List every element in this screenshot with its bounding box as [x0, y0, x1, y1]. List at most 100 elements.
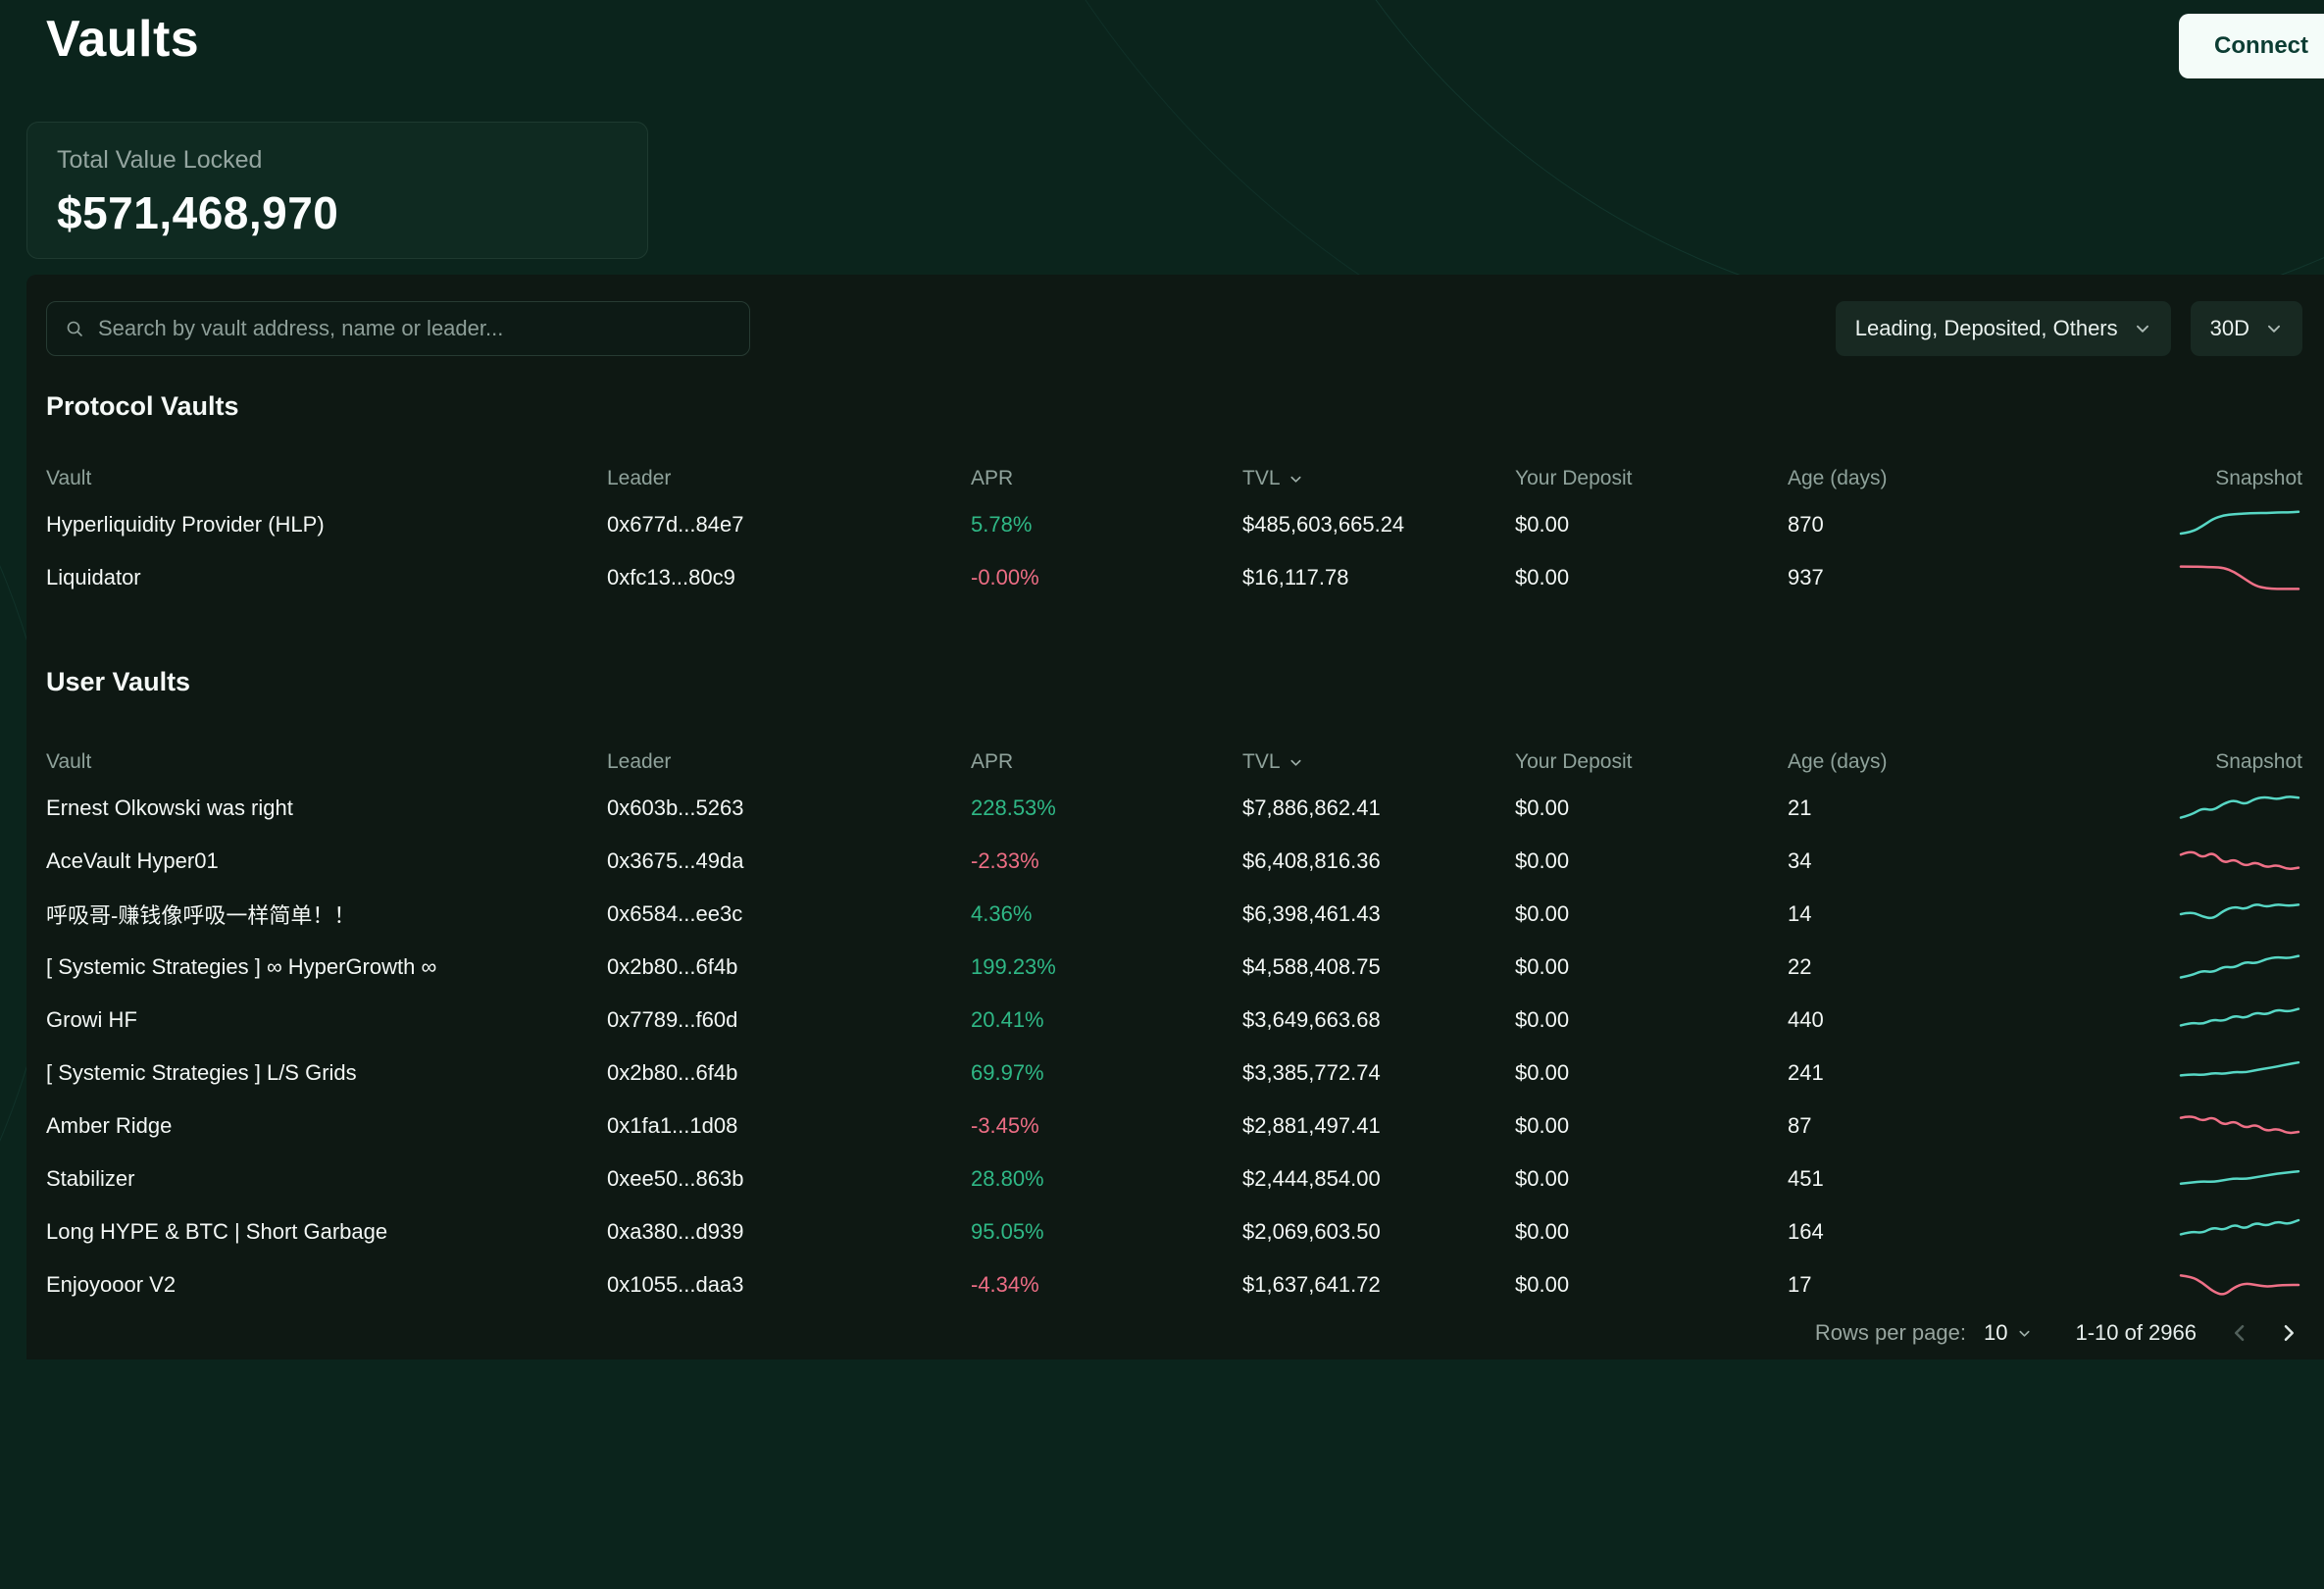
tvl-value: $3,385,772.74	[1242, 1060, 1381, 1085]
vault-name: Growi HF	[46, 1007, 137, 1032]
pagination-bar: Rows per page: 10 1-10 of 2966	[1815, 1310, 2302, 1356]
chevron-down-icon	[2136, 325, 2148, 333]
column-header-label: Your Deposit	[1515, 750, 1633, 773]
tvl-value: $1,637,641.72	[1242, 1272, 1381, 1297]
next-page-button[interactable]	[2275, 1319, 2302, 1347]
total-value-locked-card: Total Value Locked $571,468,970	[26, 122, 648, 259]
page-title: Vaults	[46, 11, 200, 68]
table-header-row: Vault Leader APR TVL Your Deposit Age (days) S…	[46, 465, 2302, 492]
apr-value: 228.53%	[971, 795, 1056, 820]
apr-value: 5.78%	[971, 512, 1033, 537]
tvl-value: $6,408,816.36	[1242, 848, 1381, 873]
age-value: 34	[1788, 848, 1812, 873]
vault-row[interactable]: Long HYPE & BTC | Short Garbage 0xa380...…	[46, 1205, 2302, 1258]
leader-address: 0x7789...f60d	[607, 1007, 738, 1032]
leader-address: 0xfc13...80c9	[607, 565, 735, 589]
tvl-value: $2,881,497.41	[1242, 1113, 1381, 1138]
vault-name: Amber Ridge	[46, 1113, 173, 1138]
column-header-label: APR	[971, 750, 1014, 773]
protocol-vaults-title: Protocol Vaults	[46, 391, 239, 421]
sort-chevron-icon	[1290, 476, 1301, 483]
column-header-apr: APR	[971, 467, 1242, 490]
column-header-your-deposit: Your Deposit	[1515, 750, 1788, 774]
leader-address: 0x3675...49da	[607, 848, 744, 873]
vault-filter-value: Leading, Deposited, Others	[1854, 316, 2118, 340]
vault-name: Enjoyooor V2	[46, 1272, 177, 1297]
pagination-range: 1-10 of 2966	[2075, 1320, 2197, 1345]
apr-value: 20.41%	[971, 1007, 1044, 1032]
vault-row[interactable]: Enjoyooor V2 0x1055...daa3 -4.34% $1,637,64…	[46, 1258, 2302, 1311]
leader-address: 0x2b80...6f4b	[607, 954, 738, 979]
age-value: 17	[1788, 1272, 1812, 1297]
snapshot-sparkline	[2177, 1213, 2302, 1251]
snapshot-sparkline	[2177, 1001, 2302, 1039]
period-dropdown[interactable]: 30D	[2190, 301, 2302, 356]
apr-value: 95.05%	[971, 1219, 1044, 1244]
tvl-value: $571,468,970	[57, 187, 339, 238]
user-vaults-table: Vault Leader APR TVL Your Deposit Age (days) S…	[46, 748, 2302, 1311]
snapshot-sparkline	[2177, 1054, 2302, 1092]
rows-per-page-label: Rows per page:	[1814, 1320, 1966, 1345]
rows-per-page-value: 10	[1983, 1320, 2008, 1345]
vault-filter-dropdown[interactable]: Leading, Deposited, Others	[1835, 301, 2171, 356]
column-header-tvl[interactable]: TVL	[1242, 467, 1515, 490]
column-header-label: Age (days)	[1788, 467, 1888, 489]
tvl-label: Total Value Locked	[57, 146, 263, 174]
vault-name: AceVault Hyper01	[46, 848, 219, 873]
vault-row[interactable]: [ Systemic Strategies ] ∞ HyperGrowth ∞ 0…	[46, 941, 2302, 994]
vault-row[interactable]: [ Systemic Strategies ] L/S Grids 0x2b80.…	[46, 1047, 2302, 1100]
column-header-apr: APR	[971, 750, 1242, 774]
leader-address: 0x6584...ee3c	[607, 901, 743, 926]
vault-name: Long HYPE & BTC | Short Garbage	[46, 1219, 388, 1244]
tvl-value: $2,069,603.50	[1242, 1219, 1381, 1244]
prev-page-button[interactable]	[2226, 1319, 2253, 1347]
apr-value: -4.34%	[971, 1272, 1039, 1297]
vault-name: Ernest Olkowski was right	[46, 795, 293, 820]
table-header-row: Vault Leader APR TVL Your Deposit Age (days) S…	[46, 748, 2302, 776]
vault-search-box[interactable]	[46, 301, 750, 356]
vault-row[interactable]: 呼吸哥-赚钱像呼吸一样简单！！ 0x6584...ee3c 4.36% $6,398,…	[46, 888, 2302, 941]
column-header-label: Snapshot	[2215, 467, 2302, 489]
your-deposit-value: $0.00	[1515, 848, 1570, 873]
sort-chevron-icon	[1290, 759, 1301, 766]
vault-row[interactable]: Liquidator 0xfc13...80c9 -0.00% $16,117.78 $…	[46, 551, 2302, 604]
age-value: 87	[1788, 1113, 1812, 1138]
vault-row[interactable]: Amber Ridge 0x1fa1...1d08 -3.45% $2,881,497…	[46, 1100, 2302, 1153]
snapshot-sparkline	[2177, 506, 2302, 543]
column-header-label: Vault	[46, 467, 92, 489]
apr-value: -2.33%	[971, 848, 1039, 873]
chevron-left-icon	[2234, 1324, 2245, 1342]
search-input[interactable]	[98, 316, 732, 341]
toolbar-filters: Leading, Deposited, Others 30D	[1835, 301, 2302, 356]
snapshot-sparkline	[2177, 948, 2302, 986]
tvl-value: $6,398,461.43	[1242, 901, 1381, 926]
tvl-value: $4,588,408.75	[1242, 954, 1381, 979]
leader-address: 0xa380...d939	[607, 1219, 744, 1244]
vault-name: Stabilizer	[46, 1166, 135, 1191]
column-header-vault: Vault	[46, 750, 607, 774]
apr-value: 199.23%	[971, 954, 1056, 979]
table-body: Hyperliquidity Provider (HLP) 0x677d...84…	[46, 498, 2302, 604]
vault-row[interactable]: Stabilizer 0xee50...863b 28.80% $2,444,854.…	[46, 1153, 2302, 1205]
tvl-value: $7,886,862.41	[1242, 795, 1381, 820]
your-deposit-value: $0.00	[1515, 795, 1570, 820]
tvl-value: $2,444,854.00	[1242, 1166, 1381, 1191]
vault-name: [ Systemic Strategies ] ∞ HyperGrowth ∞	[46, 954, 437, 979]
age-value: 870	[1788, 512, 1824, 537]
vault-row[interactable]: Ernest Olkowski was right 0x603b...5263 22…	[46, 782, 2302, 835]
leader-address: 0x603b...5263	[607, 795, 744, 820]
vault-row[interactable]: AceVault Hyper01 0x3675...49da -2.33% $6,40…	[46, 835, 2302, 888]
vault-row[interactable]: Hyperliquidity Provider (HLP) 0x677d...84…	[46, 498, 2302, 551]
column-header-snapshot: Snapshot	[2177, 467, 2302, 490]
vault-row[interactable]: Growi HF 0x7789...f60d 20.41% $3,649,663.68…	[46, 994, 2302, 1047]
rows-per-page-select[interactable]: 10	[1984, 1320, 2032, 1346]
connect-wallet-button[interactable]: Connect	[2179, 14, 2324, 78]
your-deposit-value: $0.00	[1515, 1219, 1570, 1244]
column-header-age-days-: Age (days)	[1788, 467, 2177, 490]
column-header-vault: Vault	[46, 467, 607, 490]
column-header-tvl[interactable]: TVL	[1242, 750, 1515, 774]
column-header-label: Age (days)	[1788, 750, 1888, 773]
apr-value: -0.00%	[971, 565, 1039, 589]
vaults-panel: Leading, Deposited, Others 30D Protocol …	[26, 275, 2324, 1359]
leader-address: 0x2b80...6f4b	[607, 1060, 738, 1085]
